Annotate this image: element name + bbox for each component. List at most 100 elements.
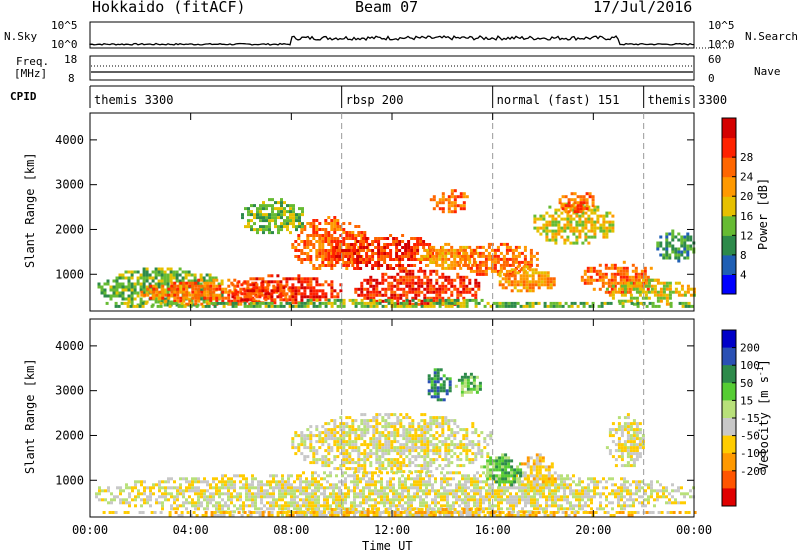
- heatmap-cell: [369, 293, 373, 297]
- heatmap-cell: [333, 437, 337, 441]
- heatmap-cell: [360, 301, 364, 305]
- heatmap-cell: [240, 283, 244, 287]
- heatmap-cell: [317, 501, 320, 505]
- heatmap-cell: [252, 283, 256, 287]
- heatmap-cell: [342, 437, 346, 441]
- heatmap-cell: [632, 498, 635, 502]
- heatmap-cell: [173, 293, 177, 297]
- heatmap-cell: [578, 220, 582, 224]
- heatmap-cell: [402, 278, 406, 282]
- heatmap-cell: [262, 219, 265, 223]
- heatmap-cell: [303, 280, 307, 284]
- heatmap-cell: [143, 486, 146, 490]
- heatmap-cell: [432, 287, 436, 291]
- heatmap-cell: [432, 284, 436, 288]
- heatmap-cell: [356, 255, 360, 258]
- heatmap-cell: [122, 501, 125, 505]
- heatmap-cell: [402, 287, 406, 291]
- heatmap-cell: [330, 219, 334, 222]
- heatmap-cell: [604, 275, 608, 279]
- heatmap-cell: [375, 416, 379, 420]
- heatmap-cell: [158, 489, 161, 493]
- heatmap-cell: [413, 255, 417, 258]
- heatmap-cell: [478, 263, 482, 267]
- heatmap-cell: [365, 501, 368, 505]
- heatmap-cell: [324, 258, 328, 261]
- heatmap-cell: [469, 269, 473, 273]
- heatmap-cell: [557, 208, 561, 212]
- heatmap-cell: [119, 486, 122, 490]
- heatmap-cell: [496, 272, 500, 276]
- heatmap-cell: [622, 269, 626, 273]
- heatmap-cell: [321, 264, 325, 267]
- heatmap-cell: [335, 255, 339, 258]
- heatmap-cell: [441, 301, 445, 305]
- heatmap-cell: [262, 201, 265, 205]
- heatmap-cell: [686, 244, 690, 248]
- heatmap-cell: [327, 458, 331, 462]
- heatmap-cell: [578, 223, 582, 227]
- heatmap-cell: [555, 301, 559, 305]
- heatmap-cell: [300, 261, 304, 264]
- heatmap-cell: [447, 257, 451, 261]
- heatmap-cell: [389, 483, 392, 487]
- heatmap-cell: [423, 293, 427, 297]
- heatmap-cell: [474, 293, 478, 297]
- heatmap-cell: [514, 257, 518, 261]
- heatmap-cell: [209, 296, 213, 300]
- heatmap-cell: [298, 225, 301, 229]
- heatmap-cell: [314, 489, 317, 493]
- heatmap-cell: [366, 281, 370, 285]
- heatmap-cell: [476, 471, 479, 475]
- heatmap-cell: [478, 260, 482, 264]
- heatmap-cell: [157, 273, 161, 277]
- heatmap-cell: [426, 284, 430, 288]
- heatmap-cell: [323, 486, 326, 490]
- heatmap-cell: [527, 489, 530, 493]
- heatmap-cell: [426, 431, 430, 435]
- heatmap-cell: [423, 458, 427, 462]
- heatmap-cell: [350, 489, 353, 493]
- heatmap-cell: [578, 235, 582, 239]
- heatmap-cell: [312, 292, 316, 296]
- heatmap-cell: [284, 492, 287, 496]
- heatmap-cell: [369, 304, 373, 308]
- heatmap-cell: [602, 214, 606, 218]
- heatmap-cell: [518, 477, 521, 481]
- heatmap-cell: [347, 486, 350, 490]
- heatmap-cell: [119, 492, 122, 496]
- heatmap-cell: [277, 228, 280, 232]
- heatmap-cell: [419, 489, 422, 493]
- ytick-label: 1000: [55, 267, 84, 281]
- heatmap-cell: [407, 492, 410, 496]
- heatmap-cell: [447, 296, 451, 300]
- heatmap-cell: [488, 477, 491, 481]
- heatmap-cell: [98, 492, 101, 496]
- heatmap-cell: [360, 281, 364, 285]
- heatmap-cell: [97, 285, 101, 289]
- heatmap-cell: [462, 201, 466, 205]
- heatmap-cell: [306, 295, 310, 299]
- heatmap-cell: [317, 474, 320, 478]
- heatmap-cell: [271, 204, 274, 208]
- heatmap-cell: [614, 492, 617, 496]
- heatmap-cell: [258, 301, 262, 305]
- heatmap-cell: [551, 498, 554, 502]
- heatmap-cell: [305, 513, 308, 517]
- heatmap-cell: [309, 292, 313, 296]
- heatmap-cell: [497, 510, 500, 514]
- heatmap-cell: [279, 280, 283, 284]
- heatmap-cell: [460, 254, 464, 258]
- heatmap-cell: [608, 477, 611, 481]
- heatmap-cell: [628, 290, 632, 294]
- heatmap-cell: [321, 437, 325, 441]
- heatmap-cell: [236, 492, 239, 496]
- heatmap-cell: [384, 413, 388, 417]
- heatmap-cell: [155, 501, 158, 505]
- heatmap-cell: [321, 292, 325, 296]
- heatmap-cell: [123, 301, 127, 305]
- heatmap-cell: [423, 248, 427, 252]
- heatmap-cell: [482, 480, 485, 484]
- heatmap-cell: [118, 291, 122, 295]
- heatmap-cell: [605, 495, 608, 499]
